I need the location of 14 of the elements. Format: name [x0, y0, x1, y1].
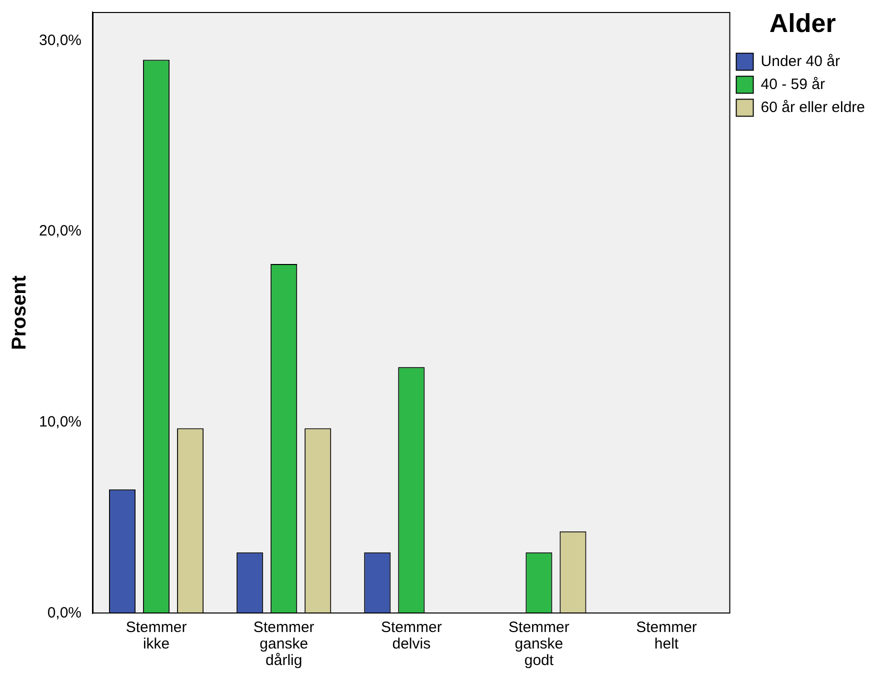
x-tick-label: Stemmer helt — [636, 618, 697, 652]
legend-label: 40 - 59 år — [760, 76, 825, 93]
legend-title: Alder — [769, 8, 836, 38]
legend-label: 60 år eller eldre — [760, 98, 866, 116]
y-tick-label: 30,0% — [38, 32, 82, 49]
legend-label: Under 40 år — [760, 52, 840, 70]
y-tick-label: 0,0% — [47, 604, 82, 622]
y-axis-title: Prosent — [8, 275, 31, 350]
x-tick-label: Stemmer ganske godt — [508, 618, 570, 669]
x-tick-label: Stemmer ganske dårlig — [253, 618, 314, 669]
y-tick-label: 10,0% — [38, 414, 82, 431]
x-tick-label: Stemmer ikke — [126, 618, 187, 652]
y-tick-label: 20,0% — [38, 222, 82, 240]
x-tick-label: Stemmer delvis — [380, 618, 442, 652]
